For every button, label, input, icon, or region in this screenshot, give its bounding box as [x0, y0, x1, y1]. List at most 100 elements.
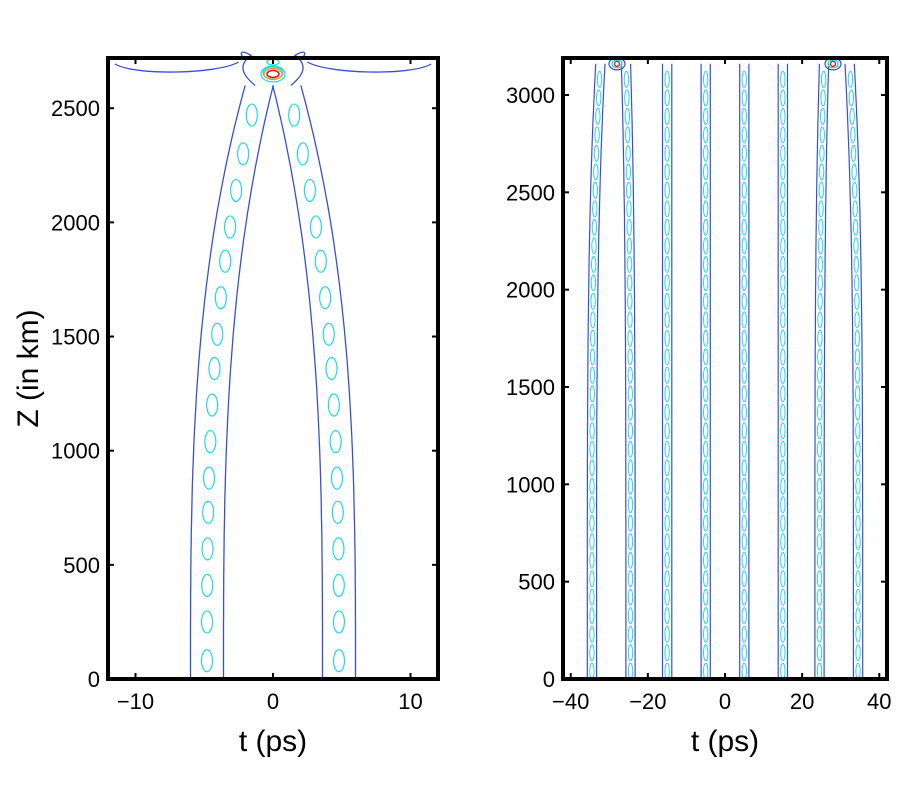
- intensity-blob: [627, 662, 634, 680]
- intensity-blob: [780, 181, 786, 199]
- intensity-blob: [327, 393, 340, 417]
- intensity-blob: [849, 107, 855, 125]
- intensity-blob: [820, 70, 827, 88]
- intensity-blob: [593, 144, 600, 162]
- intensity-blob: [589, 459, 595, 477]
- intensity-blob: [230, 178, 243, 203]
- y-tick-label: 0: [88, 667, 100, 692]
- intensity-blob: [854, 329, 860, 347]
- intensity-blob: [589, 514, 595, 532]
- intensity-blob: [589, 551, 595, 569]
- intensity-blob: [296, 142, 309, 166]
- intensity-blob: [627, 607, 634, 625]
- x-tick-label: 20: [790, 689, 814, 714]
- intensity-blob: [627, 440, 634, 458]
- intensity-blob: [855, 533, 861, 551]
- intensity-blob: [741, 107, 747, 125]
- intensity-blob: [741, 625, 747, 643]
- intensity-blob: [780, 126, 786, 144]
- intensity-blob: [847, 70, 854, 88]
- top-side-lobe: [307, 61, 432, 73]
- intensity-blob: [703, 551, 709, 569]
- intensity-blob: [855, 644, 861, 662]
- intensity-blob: [816, 422, 823, 440]
- intensity-blob: [625, 163, 632, 181]
- intensity-blob: [319, 286, 332, 310]
- intensity-blob: [703, 570, 709, 588]
- intensity-blob: [780, 570, 786, 588]
- intensity-blob: [664, 385, 670, 403]
- intensity-blob: [817, 237, 824, 255]
- intensity-blob: [780, 218, 786, 236]
- intensity-blob: [780, 477, 786, 495]
- intensity-blob: [703, 274, 709, 292]
- intensity-blob: [627, 311, 633, 329]
- intensity-blob: [201, 537, 214, 561]
- intensity-blob: [703, 329, 709, 347]
- intensity-blob: [780, 496, 786, 514]
- intensity-blob: [780, 514, 786, 532]
- intensity-blob: [780, 533, 786, 551]
- intensity-blob: [780, 89, 786, 107]
- intensity-blob: [590, 255, 597, 273]
- intensity-blob: [741, 292, 747, 310]
- intensity-blob: [703, 89, 709, 107]
- intensity-blob: [703, 533, 709, 551]
- intensity-blob: [855, 496, 861, 514]
- intensity-blob: [237, 142, 250, 166]
- intensity-blob: [780, 348, 786, 366]
- intensity-blob: [664, 237, 670, 255]
- intensity-blob: [741, 662, 747, 680]
- channel-outer-contour: [814, 63, 820, 679]
- intensity-blob: [703, 311, 709, 329]
- intensity-blob: [854, 348, 861, 366]
- channel-outer-contour: [630, 63, 636, 679]
- intensity-blob: [206, 393, 219, 417]
- y-tick-label: 2000: [506, 278, 555, 303]
- x-tick-label: −10: [117, 689, 154, 714]
- intensity-blob: [703, 496, 709, 514]
- intensity-blob: [816, 459, 823, 477]
- intensity-blob: [850, 126, 856, 144]
- intensity-blob: [818, 181, 825, 199]
- intensity-blob: [741, 70, 747, 88]
- intensity-blob: [854, 311, 860, 329]
- intensity-blob: [664, 533, 670, 551]
- intensity-blob: [625, 144, 631, 162]
- plot-frame: [106, 56, 440, 681]
- channel-outer-contour: [844, 63, 854, 679]
- intensity-blob: [590, 274, 597, 292]
- intensity-blob: [816, 403, 823, 421]
- intensity-blob: [855, 625, 861, 643]
- intensity-blob: [664, 477, 670, 495]
- intensity-blob: [591, 237, 597, 255]
- intensity-blob: [741, 607, 747, 625]
- intensity-blob: [703, 477, 709, 495]
- intensity-blob: [589, 570, 595, 588]
- intensity-blob: [332, 537, 345, 561]
- intensity-blob: [589, 403, 595, 421]
- intensity-blob: [623, 70, 630, 88]
- x-axis-label: t (ps): [239, 725, 307, 758]
- peak-contour-inner: [829, 60, 837, 68]
- intensity-blob: [818, 200, 824, 218]
- x-tick-label: 40: [867, 689, 891, 714]
- intensity-blob: [852, 218, 859, 236]
- intensity-blob: [200, 649, 214, 673]
- intensity-blob: [703, 292, 709, 310]
- intensity-blob: [780, 551, 786, 569]
- intensity-blob: [627, 366, 633, 384]
- intensity-blob: [627, 533, 634, 551]
- intensity-blob: [627, 403, 634, 421]
- y-tick-label: 0: [543, 667, 555, 692]
- intensity-blob: [855, 514, 861, 532]
- intensity-blob: [741, 588, 747, 606]
- intensity-blob: [627, 551, 634, 569]
- intensity-blob: [780, 144, 786, 162]
- intensity-blob: [591, 218, 598, 236]
- intensity-blob: [855, 570, 861, 588]
- intensity-blob: [627, 329, 633, 347]
- intensity-blob: [816, 588, 823, 606]
- peak-contour-mid: [263, 67, 283, 81]
